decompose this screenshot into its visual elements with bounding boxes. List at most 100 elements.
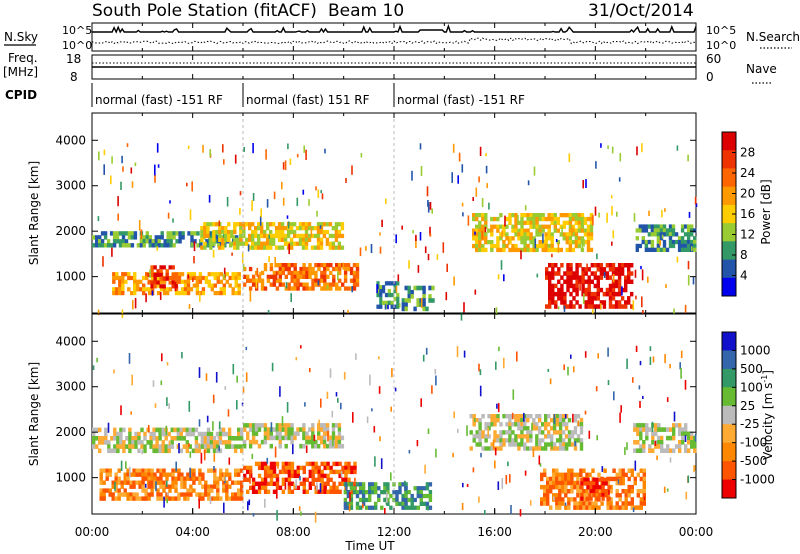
heatmap-cell (502, 414, 506, 419)
heatmap-cell (596, 263, 600, 268)
heatmap-cell (263, 427, 268, 432)
heatmap-cell (114, 484, 118, 489)
heatmap-cell (311, 477, 315, 482)
colorbar-swatch (722, 150, 736, 169)
heatmap-cell (156, 283, 161, 288)
heatmap-cell (576, 493, 580, 498)
heatmap-cell (307, 237, 312, 242)
heatmap-echo (313, 434, 316, 442)
heatmap-cell (587, 291, 591, 297)
heatmap-cell (624, 493, 628, 498)
heatmap-cell (526, 236, 530, 241)
heatmap-cell (617, 275, 622, 280)
heatmap-echo (467, 215, 470, 226)
heatmap-cell (493, 243, 497, 249)
heatmap-cell (104, 436, 108, 441)
heatmap-echo (551, 253, 553, 258)
heatmap-cell (617, 291, 622, 297)
heatmap-echo (319, 483, 322, 493)
heatmap-cell (566, 271, 570, 276)
heatmap-cell (158, 431, 162, 437)
heatmap-cell (638, 243, 642, 249)
heatmap-cell (195, 283, 200, 288)
heatmap-cell (317, 473, 321, 479)
heatmap-cell (92, 235, 96, 240)
heatmap-cell (422, 302, 426, 307)
heatmap-cell (308, 439, 312, 445)
heatmap-cell (618, 505, 622, 510)
heatmap-cell (213, 275, 217, 281)
heatmap-cell (102, 480, 106, 485)
heatmap-cell (186, 291, 191, 296)
heatmap-cell (234, 283, 238, 288)
heatmap-cell (105, 476, 109, 481)
heatmap-cell (237, 436, 241, 441)
heatmap-cell (520, 220, 524, 225)
heatmap-cell (586, 247, 591, 253)
heatmap-cell (526, 232, 530, 237)
heatmap-cell (361, 493, 366, 499)
heatmap-cell (168, 265, 172, 270)
heatmap-cell (484, 220, 488, 225)
heatmap-cell (133, 235, 138, 240)
heatmap-cell (180, 472, 184, 477)
heatmap-cell (280, 229, 285, 235)
heatmap-cell (320, 473, 324, 479)
heatmap-cell (499, 236, 503, 241)
heatmap-cell (520, 414, 524, 419)
heatmap-cell (204, 488, 208, 493)
heatmap-cell (683, 239, 688, 245)
heatmap-cell (647, 224, 652, 229)
heatmap-cell (478, 418, 482, 423)
heatmap-echo (149, 269, 151, 278)
heatmap-cell (337, 431, 342, 436)
heatmap-cell (99, 468, 103, 473)
heatmap-cell (383, 497, 387, 503)
heatmap-cell (159, 468, 163, 473)
heatmap-cell (114, 496, 118, 501)
heatmap-cell (387, 292, 391, 298)
heatmap-cell (231, 272, 235, 277)
heatmap-cell (535, 426, 539, 431)
heatmap-cell (215, 444, 220, 449)
heatmap-cell (269, 233, 273, 239)
heatmap-cell (149, 436, 153, 441)
heatmap-cell (611, 267, 616, 272)
heatmap-cell (547, 236, 551, 241)
heatmap-cell (660, 444, 664, 449)
heatmap-cell (311, 435, 315, 441)
heatmap-cell (215, 448, 220, 454)
heatmap-cell (532, 224, 536, 229)
heatmap-cell (586, 228, 591, 233)
heatmap-cell (475, 243, 479, 249)
heatmap-echo (296, 153, 299, 158)
heatmap-cell (374, 505, 378, 510)
heatmap-cell (582, 501, 586, 506)
heatmap-cell (368, 505, 372, 510)
heatmap-cell (541, 438, 545, 443)
heatmap-cell (116, 448, 120, 454)
heatmap-cell (213, 480, 217, 485)
heatmap-cell (564, 493, 568, 498)
heatmap-cell (233, 448, 238, 454)
heatmap-cell (544, 414, 548, 419)
heatmap-cell (431, 285, 435, 291)
heatmap-cell (124, 279, 128, 284)
heatmap-cell (586, 485, 590, 490)
heatmap-cell (221, 229, 225, 235)
heatmap-cell (280, 226, 285, 231)
heatmap-echo (117, 213, 119, 221)
heatmap-cell (218, 431, 223, 437)
heatmap-cell (611, 283, 616, 289)
heatmap-cell (138, 484, 142, 489)
heatmap-cell (114, 472, 118, 477)
heatmap-cell (209, 237, 213, 242)
heatmap-echo (427, 505, 429, 511)
heatmap-echo (380, 458, 383, 469)
heatmap-cell (690, 435, 694, 441)
heatmap-cell (150, 492, 154, 497)
heatmap-echo (557, 306, 560, 310)
heatmap-cell (107, 448, 111, 454)
heatmap-echo (563, 364, 565, 371)
heatmap-cell (541, 446, 545, 451)
